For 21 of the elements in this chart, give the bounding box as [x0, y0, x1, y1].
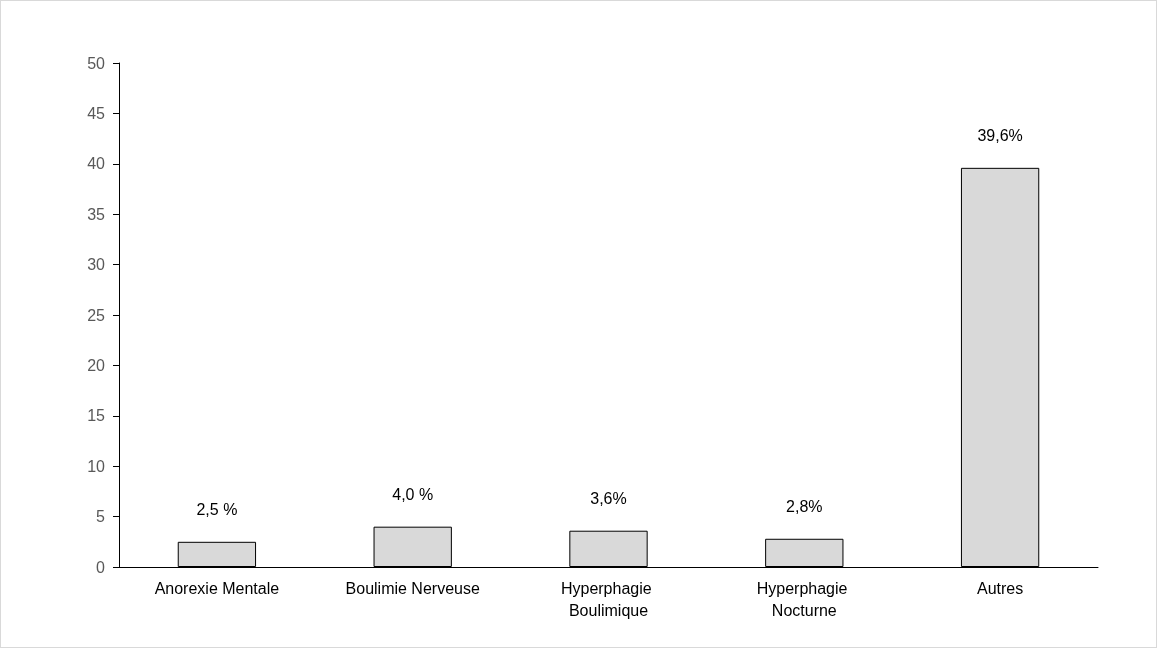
x-tick-label: Autres	[976, 579, 1024, 597]
y-tick-label: 20	[87, 356, 106, 374]
y-tick-label: 40	[87, 155, 106, 173]
y-tick-label: 45	[87, 104, 106, 122]
y-tick-label: 35	[87, 205, 106, 223]
x-tick-label: Hyperphagie Boulimique	[560, 579, 657, 619]
data-label: 39,6%	[977, 127, 1023, 145]
y-tick-label: 30	[87, 256, 106, 274]
data-label: 2,8%	[786, 498, 823, 516]
data-label: 4,0 %	[392, 486, 434, 504]
y-tick-label: 15	[87, 407, 106, 425]
y-tick-label: 5	[96, 508, 106, 526]
y-tick-label: 0	[96, 558, 106, 576]
y-tick-label: 25	[87, 306, 106, 324]
y-tick-label: 50	[87, 54, 106, 72]
x-tick-label: Boulimie Nerveuse	[345, 579, 480, 597]
x-tick-label: Hyperphagie Nocturne	[756, 579, 852, 619]
data-label: 3,6%	[590, 490, 627, 508]
data-label: 2,5 %	[196, 501, 238, 519]
x-tick-label: Anorexie Mentale	[154, 579, 280, 597]
y-tick-label: 10	[87, 457, 106, 475]
